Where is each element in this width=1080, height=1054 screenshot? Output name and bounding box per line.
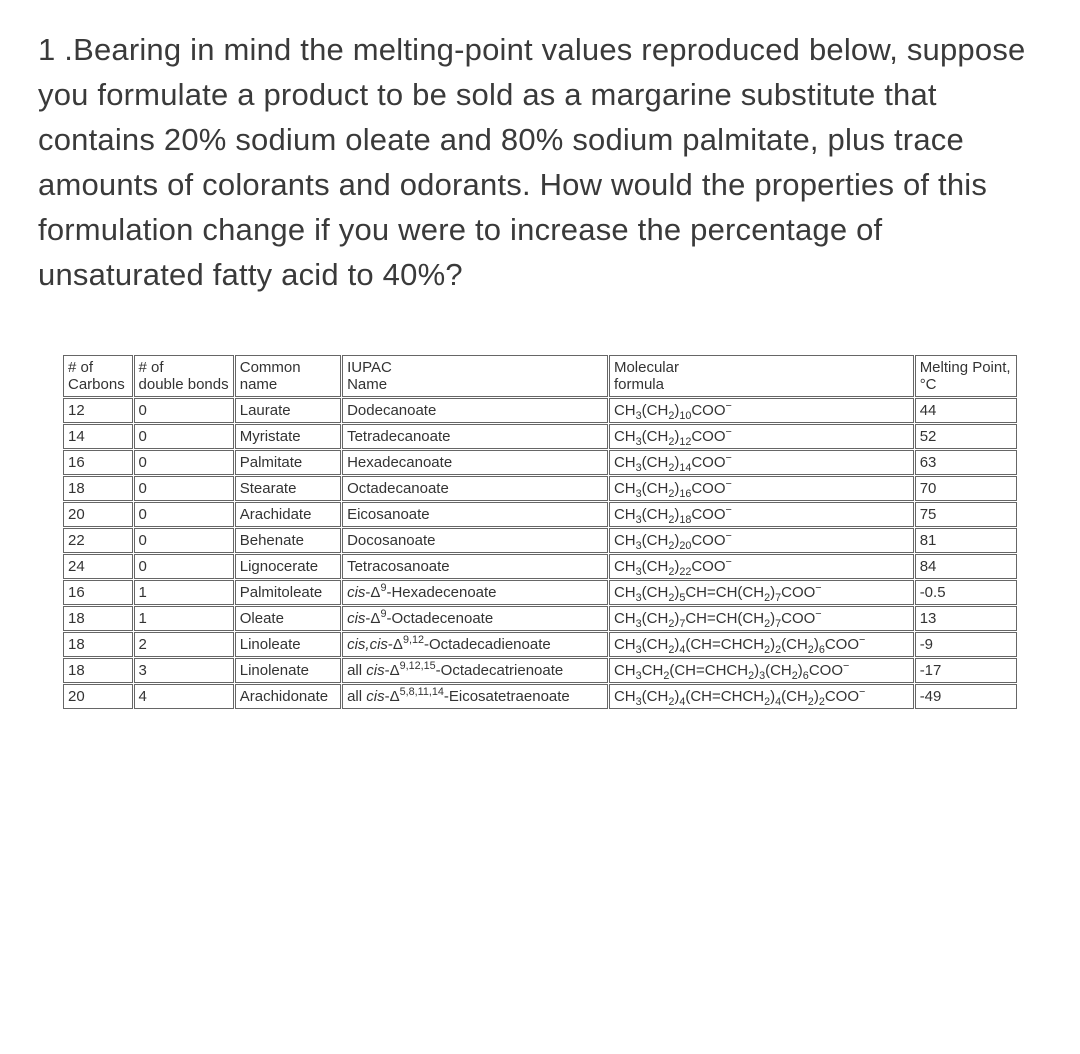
cell-carbons: 14 [63, 424, 133, 449]
cell-common: Lignocerate [235, 554, 341, 579]
cell-bonds: 0 [134, 476, 234, 501]
cell-formula: CH3(CH2)18COO− [609, 502, 914, 527]
cell-bonds: 0 [134, 554, 234, 579]
cell-formula: CH3(CH2)4(CH=CHCH2)2(CH2)6COO− [609, 632, 914, 657]
cell-iupac: Octadecanoate [342, 476, 608, 501]
cell-common: Behenate [235, 528, 341, 553]
cell-common: Palmitoleate [235, 580, 341, 605]
question-text: 1 .Bearing in mind the melting-point val… [38, 28, 1042, 298]
cell-iupac: Tetradecanoate [342, 424, 608, 449]
cell-melting: 84 [915, 554, 1017, 579]
cell-common: Arachidonate [235, 684, 341, 709]
cell-carbons: 24 [63, 554, 133, 579]
col-header-iupac: IUPACName [342, 355, 608, 397]
cell-carbons: 18 [63, 476, 133, 501]
table-row: 204Arachidonateall cis-Δ5,8,11,14-Eicosa… [63, 684, 1017, 709]
col-header-bonds: # ofdouble bonds [134, 355, 234, 397]
cell-formula: CH3(CH2)16COO− [609, 476, 914, 501]
cell-iupac: cis-Δ9-Octadecenoate [342, 606, 608, 631]
cell-iupac: all cis-Δ9,12,15-Octadecatrienoate [342, 658, 608, 683]
cell-bonds: 3 [134, 658, 234, 683]
cell-bonds: 4 [134, 684, 234, 709]
col-header-common: Commonname [235, 355, 341, 397]
cell-melting: -17 [915, 658, 1017, 683]
cell-melting: 13 [915, 606, 1017, 631]
cell-iupac: Hexadecanoate [342, 450, 608, 475]
cell-carbons: 20 [63, 502, 133, 527]
cell-bonds: 0 [134, 502, 234, 527]
cell-iupac: cis,cis-Δ9,12-Octadecadienoate [342, 632, 608, 657]
cell-carbons: 12 [63, 398, 133, 423]
cell-common: Laurate [235, 398, 341, 423]
cell-melting: -0.5 [915, 580, 1017, 605]
col-header-carbons: # ofCarbons [63, 355, 133, 397]
cell-bonds: 0 [134, 528, 234, 553]
table-row: 182Linoleatecis,cis-Δ9,12-Octadecadienoa… [63, 632, 1017, 657]
table-row: 120LaurateDodecanoateCH3(CH2)10COO−44 [63, 398, 1017, 423]
cell-melting: -9 [915, 632, 1017, 657]
cell-melting: -49 [915, 684, 1017, 709]
cell-carbons: 22 [63, 528, 133, 553]
cell-carbons: 20 [63, 684, 133, 709]
cell-bonds: 0 [134, 450, 234, 475]
cell-iupac: cis-Δ9-Hexadecenoate [342, 580, 608, 605]
cell-melting: 63 [915, 450, 1017, 475]
cell-formula: CH3CH2(CH=CHCH2)3(CH2)6COO− [609, 658, 914, 683]
cell-formula: CH3(CH2)4(CH=CHCH2)4(CH2)2COO− [609, 684, 914, 709]
cell-bonds: 0 [134, 424, 234, 449]
cell-formula: CH3(CH2)20COO− [609, 528, 914, 553]
fatty-acid-table: # ofCarbons # ofdouble bonds Commonname … [62, 354, 1018, 710]
table-row: 220BehenateDocosanoateCH3(CH2)20COO−81 [63, 528, 1017, 553]
cell-carbons: 16 [63, 580, 133, 605]
col-header-formula: Molecularformula [609, 355, 914, 397]
table-row: 240LignocerateTetracosanoateCH3(CH2)22CO… [63, 554, 1017, 579]
cell-bonds: 1 [134, 606, 234, 631]
cell-carbons: 18 [63, 658, 133, 683]
cell-formula: CH3(CH2)5CH=CH(CH2)7COO− [609, 580, 914, 605]
cell-formula: CH3(CH2)7CH=CH(CH2)7COO− [609, 606, 914, 631]
table-row: 161Palmitoleatecis-Δ9-HexadecenoateCH3(C… [63, 580, 1017, 605]
cell-common: Linoleate [235, 632, 341, 657]
cell-formula: CH3(CH2)12COO− [609, 424, 914, 449]
table-row: 200ArachidateEicosanoateCH3(CH2)18COO−75 [63, 502, 1017, 527]
table-row: 160PalmitateHexadecanoateCH3(CH2)14COO−6… [63, 450, 1017, 475]
cell-carbons: 18 [63, 632, 133, 657]
cell-common: Oleate [235, 606, 341, 631]
table-container: # ofCarbons # ofdouble bonds Commonname … [38, 354, 1042, 710]
cell-iupac: Tetracosanoate [342, 554, 608, 579]
cell-common: Arachidate [235, 502, 341, 527]
table-row: 140MyristateTetradecanoateCH3(CH2)12COO−… [63, 424, 1017, 449]
cell-bonds: 0 [134, 398, 234, 423]
cell-formula: CH3(CH2)10COO− [609, 398, 914, 423]
cell-common: Stearate [235, 476, 341, 501]
cell-formula: CH3(CH2)22COO− [609, 554, 914, 579]
cell-carbons: 16 [63, 450, 133, 475]
table-row: 180StearateOctadecanoateCH3(CH2)16COO−70 [63, 476, 1017, 501]
cell-melting: 81 [915, 528, 1017, 553]
cell-melting: 75 [915, 502, 1017, 527]
cell-melting: 70 [915, 476, 1017, 501]
cell-common: Myristate [235, 424, 341, 449]
table-header-row: # ofCarbons # ofdouble bonds Commonname … [63, 355, 1017, 397]
cell-melting: 52 [915, 424, 1017, 449]
table-row: 181Oleatecis-Δ9-OctadecenoateCH3(CH2)7CH… [63, 606, 1017, 631]
cell-iupac: all cis-Δ5,8,11,14-Eicosatetraenoate [342, 684, 608, 709]
col-header-melting: Melting Point,°C [915, 355, 1017, 397]
cell-common: Linolenate [235, 658, 341, 683]
cell-bonds: 2 [134, 632, 234, 657]
cell-iupac: Docosanoate [342, 528, 608, 553]
cell-carbons: 18 [63, 606, 133, 631]
table-row: 183Linolenateall cis-Δ9,12,15-Octadecatr… [63, 658, 1017, 683]
cell-iupac: Eicosanoate [342, 502, 608, 527]
cell-iupac: Dodecanoate [342, 398, 608, 423]
cell-common: Palmitate [235, 450, 341, 475]
cell-bonds: 1 [134, 580, 234, 605]
cell-melting: 44 [915, 398, 1017, 423]
cell-formula: CH3(CH2)14COO− [609, 450, 914, 475]
